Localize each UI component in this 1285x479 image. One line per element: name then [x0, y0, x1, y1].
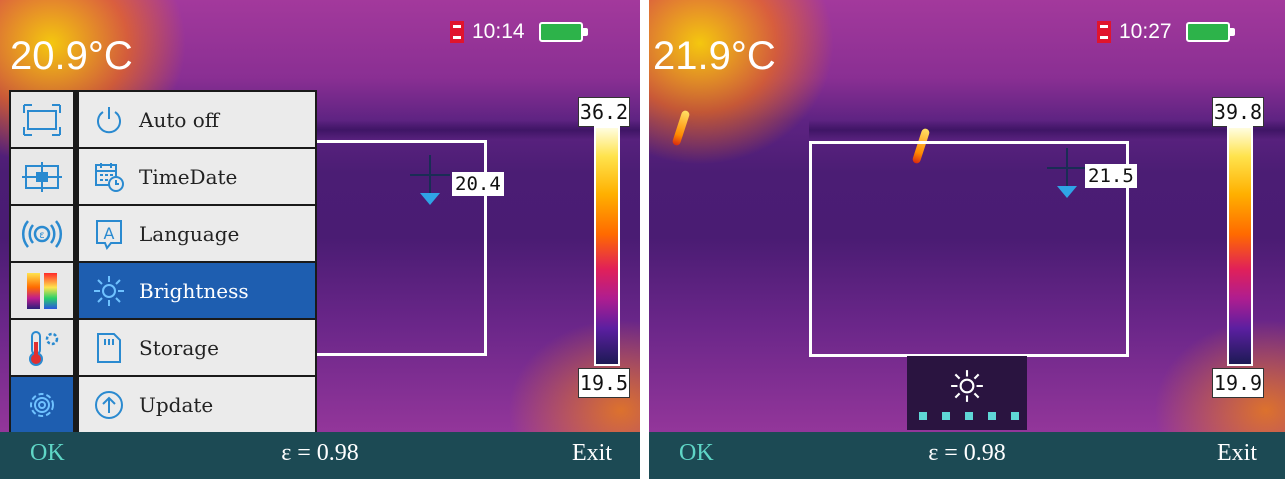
brightness-level-dot	[965, 412, 973, 420]
thermometer-settings-icon	[29, 330, 59, 366]
center-point-icon	[22, 161, 62, 192]
ok-button[interactable]: OK	[30, 440, 65, 466]
battery-icon	[538, 22, 588, 42]
menu-item-label: Update	[139, 392, 214, 417]
color-scale-bar	[1227, 126, 1253, 366]
exit-button[interactable]: Exit	[572, 440, 612, 466]
language-icon: A	[96, 219, 122, 250]
scale-min: 19.9	[1212, 368, 1264, 398]
tab-measure-area[interactable]	[11, 92, 73, 147]
scale-max: 36.2	[578, 97, 630, 127]
brightness-level-dot	[988, 412, 996, 420]
bottom-bar: OK ε = 0.98 Exit	[649, 432, 1285, 479]
thermal-screen-menu: 20.9°C 10:14 20.4 36.2 19.5	[0, 0, 640, 479]
sd-card-icon	[97, 332, 121, 363]
svg-text:ε: ε	[39, 230, 44, 241]
measure-area-icon	[23, 103, 61, 136]
menu-item-label: Language	[139, 221, 240, 246]
brightness-level-dot	[942, 412, 950, 420]
menu-item-update[interactable]: Update	[79, 377, 315, 432]
tab-palette[interactable]	[11, 263, 73, 318]
tab-system-settings[interactable]	[11, 377, 73, 432]
scale-min: 19.5	[578, 368, 630, 398]
spot-temperature: 21.5	[1085, 164, 1137, 188]
center-temperature: 20.9°C	[10, 34, 133, 78]
center-temperature: 21.9°C	[653, 34, 776, 78]
brightness-level-dot	[919, 412, 927, 420]
calendar-clock-icon	[95, 162, 124, 192]
menu-item-brightness[interactable]: Brightness	[79, 263, 315, 318]
scale-max: 39.8	[1212, 97, 1264, 127]
clock: 10:27	[1119, 20, 1172, 43]
menu-item-label: Auto off	[139, 107, 220, 132]
clock: 10:14	[472, 20, 525, 43]
brightness-popup[interactable]	[907, 356, 1027, 430]
emissivity-readout: ε = 0.98	[928, 440, 1006, 466]
menu-item-label: Storage	[139, 335, 219, 360]
menu-item-storage[interactable]: Storage	[79, 320, 315, 375]
menu-item-timedate[interactable]: TimeDate	[79, 149, 315, 204]
brightness-level-dot	[1011, 412, 1019, 420]
update-arrow-icon	[95, 390, 123, 419]
tab-emissivity[interactable]: ε	[11, 206, 73, 261]
tab-center-point[interactable]	[11, 149, 73, 204]
measurement-area	[809, 141, 1129, 357]
menu-items: Auto off TimeDate A	[79, 92, 315, 434]
tab-thermometer-settings[interactable]	[11, 320, 73, 375]
crosshair-icon	[410, 155, 450, 205]
menu-item-language[interactable]: A Language	[79, 206, 315, 261]
brightness-level-indicator[interactable]	[919, 412, 1019, 420]
power-icon	[97, 106, 121, 133]
gear-icon	[30, 392, 54, 417]
sun-icon	[951, 370, 983, 402]
battery-icon	[1185, 22, 1235, 42]
thermal-screen-brightness: 21.9°C 10:27 21.5 39.8 19.9 OK ε = 0.98 …	[649, 0, 1285, 479]
emissivity-readout: ε = 0.98	[281, 440, 359, 466]
menu-item-label: Brightness	[139, 278, 249, 303]
crosshair-icon	[1047, 148, 1087, 198]
sd-card-icon	[450, 21, 464, 43]
menu-item-label: TimeDate	[139, 164, 238, 189]
menu-item-auto-off[interactable]: Auto off	[79, 92, 315, 147]
palette-icon	[27, 272, 57, 309]
status-bar: 10:27	[1097, 20, 1235, 44]
sd-card-icon	[1097, 21, 1111, 43]
sun-icon	[94, 275, 124, 306]
exit-button[interactable]: Exit	[1217, 440, 1257, 466]
bottom-bar: OK ε = 0.98 Exit	[0, 432, 640, 479]
settings-menu: ε	[9, 90, 317, 440]
spot-temperature: 20.4	[452, 172, 504, 196]
svg-text:A: A	[104, 224, 115, 243]
status-bar: 10:14	[450, 20, 588, 44]
ok-button[interactable]: OK	[679, 440, 714, 466]
emissivity-icon: ε	[21, 219, 63, 248]
color-scale-bar	[594, 126, 620, 366]
menu-tab-column: ε	[11, 92, 77, 434]
